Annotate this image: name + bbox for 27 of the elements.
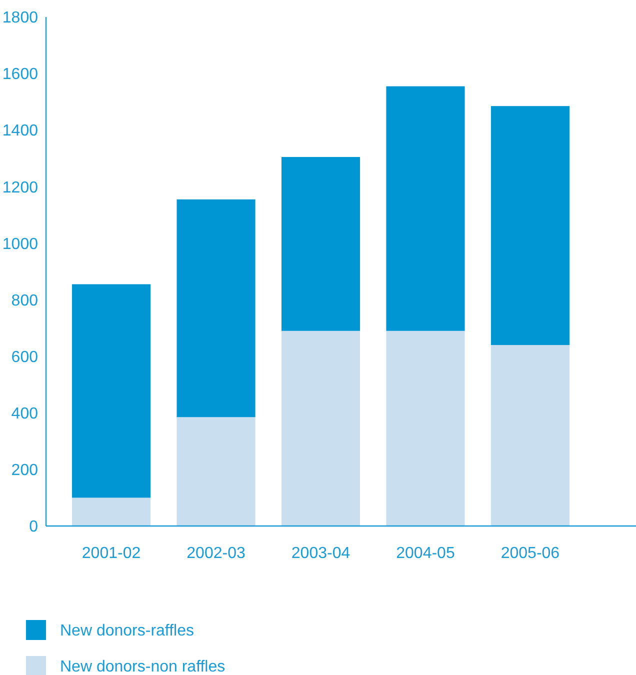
y-tick-label: 0 <box>29 518 38 536</box>
bar <box>176 417 256 526</box>
y-tick-label: 1400 <box>2 122 38 140</box>
legend-label: New donors-raffles <box>60 622 194 640</box>
y-tick-label: 1600 <box>2 66 38 84</box>
bar <box>176 199 256 418</box>
bar <box>281 330 360 526</box>
y-tick-label: 200 <box>11 462 38 480</box>
y-tick-label: 1200 <box>2 179 38 196</box>
x-tick-label: 2001-02 <box>82 545 141 562</box>
bar <box>72 284 151 498</box>
x-tick-label: 2004-05 <box>396 545 455 562</box>
bar <box>490 345 570 526</box>
bar <box>281 156 360 331</box>
bar <box>386 86 465 331</box>
x-tick-label: 2003-04 <box>291 545 350 562</box>
y-tick-label: 1000 <box>2 236 38 253</box>
x-tick-label: 2002-03 <box>186 545 246 562</box>
y-tick-label: 400 <box>11 405 38 422</box>
y-tick-label: 1800 <box>2 10 38 27</box>
bar <box>72 498 151 526</box>
bar <box>386 330 465 526</box>
y-tick-label: 800 <box>11 292 38 310</box>
bar <box>490 106 570 346</box>
legend-label: New donors-non raffles <box>60 658 226 675</box>
y-tick-label: 600 <box>11 348 38 366</box>
x-tick-label: 2005-06 <box>500 545 560 562</box>
